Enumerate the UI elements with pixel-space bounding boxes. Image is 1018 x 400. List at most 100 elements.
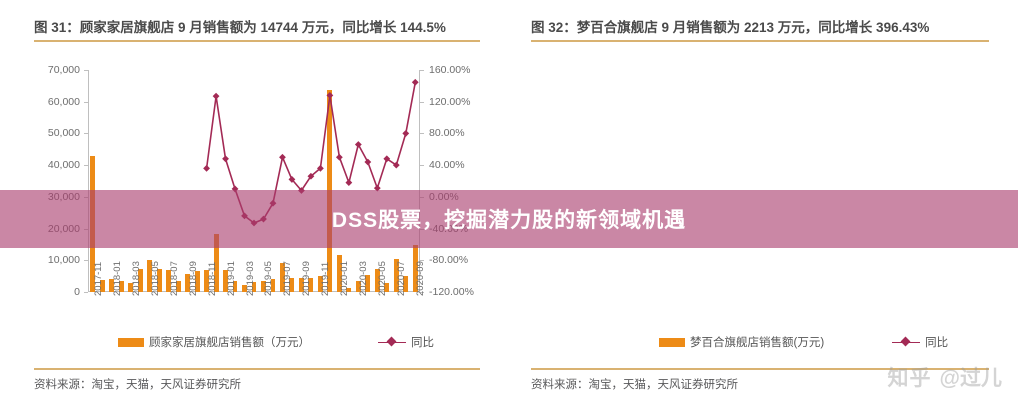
x-tick-label: 2020-01 <box>339 261 351 296</box>
x-tick-label: 2020-05 <box>377 261 389 296</box>
legend-bar-swatch-icon <box>118 337 144 347</box>
line-marker <box>212 92 220 100</box>
bar <box>99 279 105 292</box>
legend-line-swatch-icon <box>378 337 406 347</box>
bar <box>355 280 361 292</box>
legend-bar-label-left: 顾家家居旗舰店销售额（万元） <box>149 337 310 349</box>
x-tick-label: 2018-03 <box>130 261 142 296</box>
y-tick-right <box>420 133 424 135</box>
y-tick-right <box>420 260 424 262</box>
y-tick-label-left: 40,000 <box>47 159 80 172</box>
bar <box>393 259 399 292</box>
bar <box>242 285 247 292</box>
bar <box>156 268 162 292</box>
y-tick-left <box>84 260 88 262</box>
bar <box>270 278 276 292</box>
y-tick-right <box>420 165 424 167</box>
bar <box>137 269 143 292</box>
line-marker <box>203 164 210 172</box>
x-tick-label: 2018-11 <box>206 261 218 296</box>
bar <box>213 233 219 292</box>
y-tick-right <box>420 292 424 293</box>
title-divider-right <box>531 40 989 42</box>
line-marker <box>279 153 286 161</box>
source-divider-left <box>34 368 480 370</box>
line-marker <box>364 158 372 166</box>
line-marker <box>307 172 315 180</box>
line-marker <box>354 141 362 148</box>
legend-line-label-left: 同比 <box>411 337 434 349</box>
line-marker <box>317 164 324 172</box>
line-marker <box>345 179 353 186</box>
x-tick-label: 2019-07 <box>282 261 294 296</box>
bar <box>166 269 172 292</box>
chart-title-left: 图 31：顾家家居旗舰店 9 月销售额为 14744 万元，同比增长 144.5… <box>34 20 446 35</box>
bar <box>118 280 124 292</box>
line-marker <box>335 153 343 161</box>
x-tick-label: 2018-01 <box>111 261 123 296</box>
watermark: 知乎 @过儿 <box>888 362 1002 392</box>
line-marker <box>222 155 229 163</box>
bar <box>336 254 342 292</box>
y-tick-label-left: 10,000 <box>47 254 80 267</box>
legend-item-bar-right: 梦百合旗舰店销售额(万元) <box>659 334 824 350</box>
x-tick-label: 2020-09 <box>415 261 427 296</box>
source-divider-right <box>531 368 989 370</box>
y-tick-left <box>84 101 88 103</box>
legend-left: 顾家家居旗舰店销售额（万元） 同比 <box>118 334 434 350</box>
x-tick-label: 2019-09 <box>301 261 313 296</box>
legend-item-line-left: 同比 <box>378 334 434 350</box>
watermark-handle: @过儿 <box>939 367 1002 390</box>
y-tick-label-left: 0 <box>74 286 80 298</box>
x-tick-label: 2020-07 <box>396 261 408 296</box>
bar <box>223 270 228 292</box>
y-tick-right <box>420 70 424 71</box>
y-tick-label-right: 120.00% <box>429 95 471 108</box>
y-tick-right <box>420 101 424 103</box>
x-tick-label: 2019-05 <box>263 261 275 296</box>
line-marker <box>392 161 400 169</box>
legend-line-swatch-icon <box>892 337 921 347</box>
bar <box>346 288 352 292</box>
line-marker <box>288 176 296 183</box>
overlay-title: DSS股票，挖掘潜力股的新领域机遇 <box>331 209 687 232</box>
title-divider-left <box>34 40 480 42</box>
bar <box>194 271 200 292</box>
line-marker <box>402 130 410 137</box>
plot-area-left: 010,00020,00030,00040,00050,00060,00070,… <box>48 64 474 298</box>
bar <box>147 259 153 292</box>
line-marker <box>411 78 419 86</box>
bar <box>384 282 390 292</box>
legend-bar-swatch-icon <box>659 337 685 347</box>
source-note-right: 资料来源：淘宝，天猫，天风证券研究所 <box>531 379 738 391</box>
y-tick-label-right: -120.00% <box>429 286 474 298</box>
bar <box>261 281 266 292</box>
legend-item-line-right: 同比 <box>892 334 948 350</box>
bar <box>298 278 304 292</box>
legend-bar-label-right: 梦百合旗舰店销售额(万元) <box>690 337 825 349</box>
y-tick-left <box>84 133 88 135</box>
x-tick-label: 2018-09 <box>187 261 199 296</box>
zhihu-logo: 知乎 <box>887 367 932 390</box>
source-note-left: 资料来源：淘宝，天猫，天风证券研究所 <box>34 379 241 391</box>
x-tick-label: 2018-07 <box>168 261 180 296</box>
line-series-layer <box>203 78 419 227</box>
y-tick-label-left: 50,000 <box>47 127 80 140</box>
bar <box>232 280 238 292</box>
bar <box>308 278 314 292</box>
bar <box>251 281 257 292</box>
y-tick-label-right: 160.00% <box>429 64 471 76</box>
line-marker <box>383 155 391 163</box>
bar <box>365 274 371 292</box>
y-tick-label-left: 60,000 <box>47 95 80 108</box>
y-tick-label-right: 80.00% <box>429 127 465 140</box>
bar <box>317 275 323 292</box>
chart-title-right: 图 32：梦百合旗舰店 9 月销售额为 2213 万元，同比增长 396.43% <box>531 20 930 35</box>
bar <box>279 262 285 292</box>
legend-right: 梦百合旗舰店销售额(万元) 同比 <box>659 334 948 350</box>
y-axis-left <box>88 70 89 292</box>
bar <box>374 268 380 292</box>
bar <box>204 270 210 292</box>
legend-line-label-right: 同比 <box>925 337 949 349</box>
x-tick-label: 2019-03 <box>244 261 256 296</box>
